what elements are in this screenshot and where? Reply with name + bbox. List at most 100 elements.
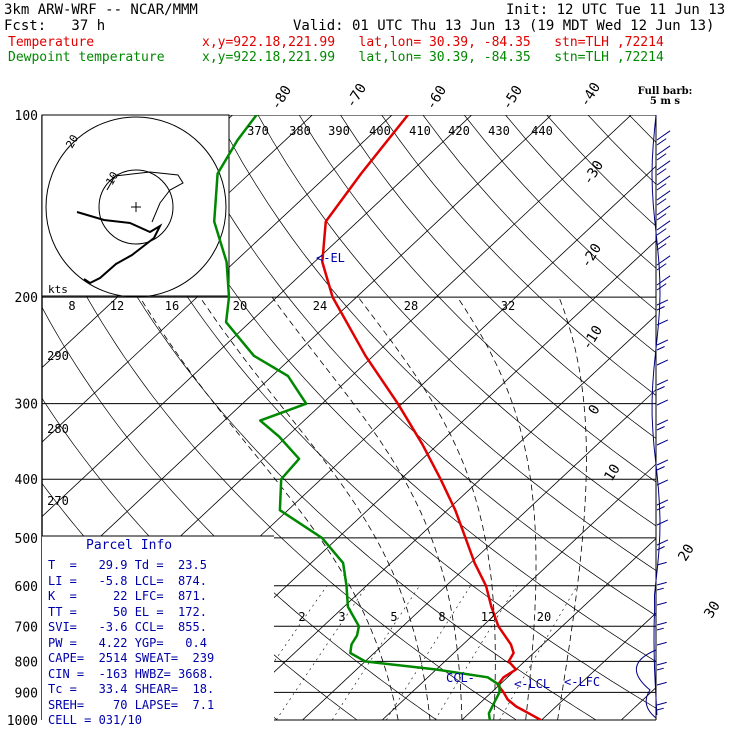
hodograph-ring-20 (45, 116, 227, 298)
wind-barb (656, 581, 667, 591)
isotherm-label: 30 (701, 598, 724, 621)
dry-adiabat (712, 115, 740, 733)
moist-adiabat (357, 296, 496, 720)
temperature-location: x,y=922.18,221.99 lat,lon= 30.39, -84.35… (202, 35, 664, 50)
barb-flag (656, 306, 665, 311)
wind-barb (656, 175, 671, 191)
dry-adiabat (546, 115, 656, 227)
isotherm (620, 687, 656, 720)
mixing-ratio-label: 2 (298, 610, 305, 624)
barb-flag (656, 546, 665, 551)
moist-adiabat-label: 20 (233, 299, 247, 313)
moist-adiabat (139, 296, 399, 720)
mixing-ratio-label: 3 (338, 610, 345, 624)
dry-adiabat (92, 115, 656, 709)
mixing-ratio-line (386, 585, 471, 720)
wind-barb (656, 519, 669, 526)
barb-scale-label: Full barb: (638, 86, 693, 97)
pressure-label: 100 (15, 109, 38, 124)
wind-barb (656, 190, 671, 206)
barb-flag (656, 339, 669, 346)
barb-flag (656, 220, 671, 231)
barb-flag (656, 299, 669, 306)
moist-adiabat-label: 12 (110, 299, 124, 313)
parcel-info-row: Tc = 33.4 SHEAR= 18. (48, 682, 215, 696)
wind-barb (656, 220, 671, 236)
dry-adiabat (671, 115, 740, 733)
barb-flag (656, 479, 669, 486)
isotherm (42, 115, 552, 592)
isotherm-label: -80 (268, 83, 295, 113)
barb-flag (656, 419, 669, 426)
barb-flag (656, 346, 665, 351)
wind-barb (656, 459, 669, 471)
barb-flag (656, 499, 669, 506)
wind-barb (656, 145, 671, 161)
theta-label-left: 280 (47, 422, 69, 436)
barb-flag (656, 386, 665, 391)
wind-barb (656, 539, 669, 551)
wind-barb (656, 681, 667, 686)
barb-flag (656, 661, 667, 666)
dry-adiabat (628, 115, 656, 143)
mixing-ratio-line (276, 585, 368, 720)
dry-adiabat (381, 115, 656, 396)
mixing-ratio-label: 20 (537, 610, 551, 624)
pressure-label: 800 (15, 655, 38, 670)
barb-flag (656, 283, 667, 291)
wind-barb (656, 641, 667, 646)
theta-label: 400 (369, 124, 391, 138)
barb-flag (656, 399, 669, 406)
dry-adiabat (51, 115, 597, 720)
theta-label-left: 270 (47, 494, 69, 508)
parcel-info-row: CAPE= 2514 SWEAT= 239 (48, 651, 215, 665)
wind-barb (656, 661, 667, 671)
dry-adiabat (505, 115, 656, 269)
isotherm-label: -40 (577, 80, 604, 110)
moist-adiabat (557, 296, 587, 720)
barb-flag (656, 701, 667, 706)
barb-flag (656, 681, 667, 686)
wind-barbs: Full barb:5 m s (635, 86, 693, 719)
profiles (212, 115, 542, 720)
moist-adiabat-label: 32 (501, 299, 515, 313)
barb-flag (656, 379, 669, 386)
barb-flag (656, 175, 671, 186)
hodograph-ring-label: 10 (103, 170, 121, 188)
wind-barb (656, 621, 667, 631)
parcel-info-row: K = 22 LFC= 871. (48, 589, 207, 603)
isotherm-label: -10 (579, 323, 606, 353)
barb-flag (656, 519, 669, 526)
barb-flag (656, 228, 667, 236)
barb-flag (656, 130, 671, 141)
ccl-marker: CCL- (446, 671, 475, 685)
parcel-info-row: SVI= -3.6 CCL= 855. (48, 620, 207, 634)
dry-adiabat (587, 115, 656, 185)
isotherm (222, 314, 656, 720)
barb-flag (656, 153, 667, 161)
barb-flag (656, 319, 669, 326)
pressure-label: 600 (15, 580, 38, 595)
moist-adiabat-label: 28 (404, 299, 418, 313)
dry-adiabat (133, 115, 656, 662)
moist-adiabat (457, 296, 537, 720)
isotherm (461, 538, 656, 720)
barb-flag (656, 138, 667, 146)
barb-flag (656, 263, 667, 271)
wind-barb (656, 399, 669, 406)
parcel-info-row: CIN = -163 HWBZ= 3668. (48, 666, 215, 681)
barb-flag (656, 235, 671, 246)
barb-flag (656, 506, 665, 511)
pressure-label: 900 (15, 686, 38, 701)
wind-barb (656, 160, 671, 176)
storm-motion-outline (106, 171, 184, 223)
mixing-ratio-line (499, 585, 578, 720)
barb-flag (656, 641, 667, 646)
isotherm (42, 115, 393, 443)
wind-barb (656, 275, 671, 291)
low-level-barbs (635, 649, 657, 719)
isotherm-label: 10 (601, 461, 624, 484)
isotherm-label: -30 (580, 158, 607, 188)
barb-flag (656, 205, 671, 216)
